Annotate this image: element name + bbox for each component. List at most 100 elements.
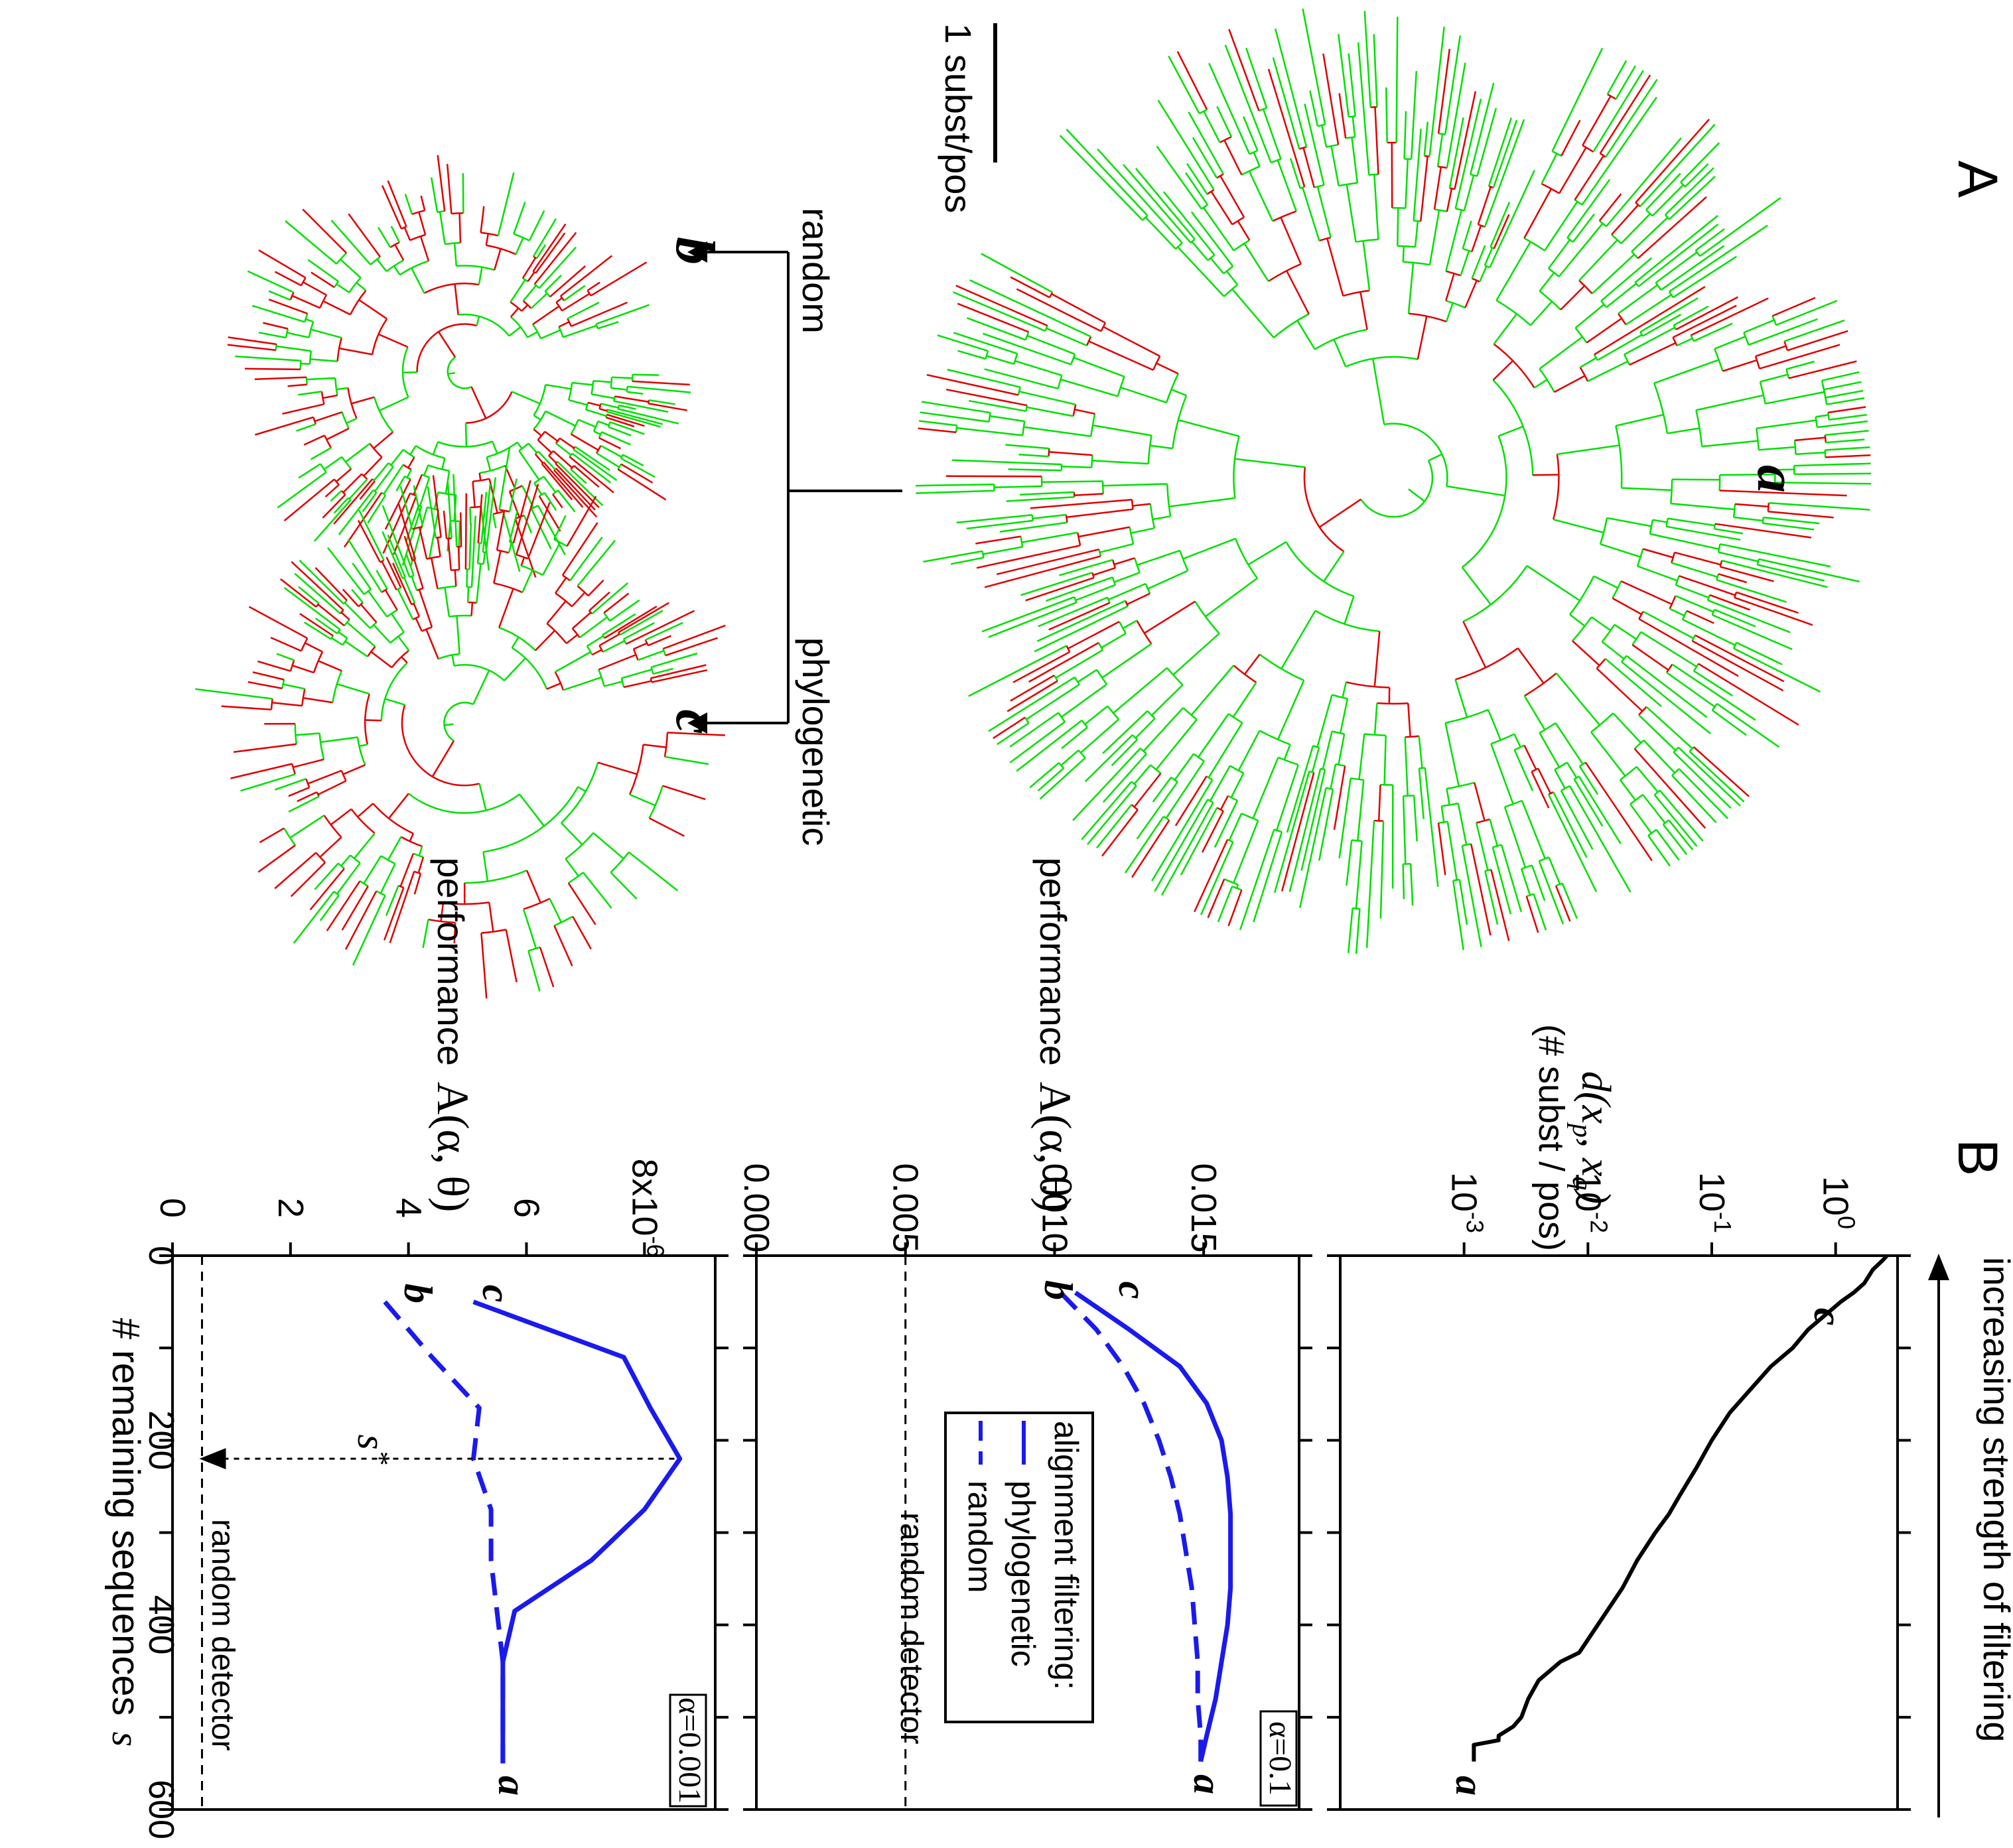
tree-leaf <box>1714 523 1812 539</box>
tree-leaf <box>1016 288 1102 332</box>
tree-branch <box>1277 159 1297 212</box>
tree-leaf <box>951 459 1062 466</box>
tree-branch <box>1642 610 1694 639</box>
tree-branch <box>383 464 404 495</box>
tree-branch <box>1720 474 1775 476</box>
tree-branch <box>1165 760 1205 819</box>
tree-branch <box>614 395 649 403</box>
tree-leaf <box>587 579 604 597</box>
tree-leaf <box>1281 772 1315 891</box>
tree-branch <box>1021 531 1078 543</box>
tree-leaf <box>381 185 403 230</box>
tree-leaf <box>1379 821 1385 919</box>
tree-leaf <box>1286 745 1314 833</box>
tree-arc <box>1272 210 1297 222</box>
tree-leaf <box>1826 397 1865 405</box>
tree-branch <box>1718 551 1759 562</box>
tree-leaf <box>953 291 1046 332</box>
tree-leaf <box>1695 228 1725 251</box>
tree-leaf <box>1046 576 1113 602</box>
tree-branch <box>1574 304 1605 329</box>
tree-leaf <box>1733 647 1821 693</box>
tree-arc <box>347 387 358 419</box>
tree-leaf <box>557 490 576 513</box>
tree-arc <box>1216 173 1224 179</box>
tree-branch <box>496 510 506 551</box>
tree-leaf <box>527 951 541 992</box>
tree-leaf <box>1008 468 1062 472</box>
tree-leaf <box>397 503 417 560</box>
tree-arc <box>1013 353 1018 365</box>
tree-branch <box>1625 294 1672 326</box>
tree-branch <box>1253 152 1261 167</box>
tree-leaf <box>541 463 573 501</box>
tree-arc <box>1714 348 1724 371</box>
tree-arc <box>1413 220 1421 223</box>
tree-arc <box>1074 596 1077 603</box>
x-axis-label: # remaining sequences s <box>104 1318 147 1747</box>
x-axis: 0 200 400 600 <box>141 1246 181 1839</box>
tree-leaf <box>452 474 458 547</box>
tree-leaf <box>1685 163 1709 188</box>
y-tick-exponent: -1 <box>1709 1212 1736 1233</box>
tree-arc <box>512 647 548 690</box>
tree-arc <box>1793 440 1797 454</box>
tree-leaf <box>1716 579 1787 603</box>
tree-leaf <box>1489 170 1535 268</box>
tree-leaf <box>404 194 413 215</box>
tree-leaf <box>1228 29 1260 111</box>
tree-branch <box>1133 773 1162 808</box>
tree-leaf <box>247 681 283 690</box>
tree-arc <box>1706 594 1711 601</box>
tree-arc <box>1314 328 1367 350</box>
tree-leaf <box>395 476 406 492</box>
tree-branch <box>600 444 622 458</box>
tree-leaf <box>1448 117 1464 188</box>
perf1-marks <box>904 1256 1233 1810</box>
tree-leaf <box>1160 802 1214 896</box>
tree-arc <box>1057 375 1063 389</box>
y-tick-label: 0.000 <box>736 1163 776 1252</box>
tree-branch <box>1620 213 1651 244</box>
tree-leaf <box>480 206 485 233</box>
tree-arc <box>1194 601 1220 634</box>
tree-leaf <box>1531 865 1546 901</box>
tree-leaf <box>432 475 442 537</box>
tree-arc <box>1671 768 1680 776</box>
tree-leaf <box>1825 438 1865 444</box>
tree-leaf <box>1066 129 1148 216</box>
tree-arc <box>598 431 603 438</box>
tree-arc <box>1552 454 1560 520</box>
tree-leaf <box>1446 62 1466 168</box>
tree-branch <box>541 542 561 576</box>
tree-arc <box>458 313 510 337</box>
tree-arc <box>1693 663 1699 672</box>
y-tick-exponent: -6 <box>642 1236 669 1258</box>
tree-branch <box>1127 592 1150 606</box>
tree-arc <box>285 328 289 338</box>
tree-arc <box>1020 536 1024 547</box>
tree-leaf <box>477 494 483 543</box>
tree-leaf <box>1561 883 1578 919</box>
tree-branch <box>1209 765 1231 802</box>
tree-branch <box>522 909 537 949</box>
tree-arc <box>1539 722 1557 734</box>
tree-arc <box>456 265 495 271</box>
tree-branch <box>1230 772 1245 798</box>
tree-arc <box>1271 158 1281 164</box>
tree-branch <box>1547 239 1571 269</box>
tree-branch <box>1554 769 1566 789</box>
tree-arc <box>1599 517 1608 545</box>
tree-leaf <box>543 461 584 508</box>
tree-leaf <box>571 452 612 484</box>
tree-arc <box>396 586 401 591</box>
tree-leaf <box>392 562 413 605</box>
tree-leaf <box>258 332 287 339</box>
perf1-label-b: b <box>1036 1280 1080 1300</box>
tree-leaf <box>1096 804 1133 848</box>
tree-leaf <box>230 763 293 779</box>
tree-leaf <box>614 400 669 413</box>
tree-branch <box>597 420 610 427</box>
tree-branch <box>1339 698 1349 734</box>
tree-arc <box>1273 313 1310 338</box>
